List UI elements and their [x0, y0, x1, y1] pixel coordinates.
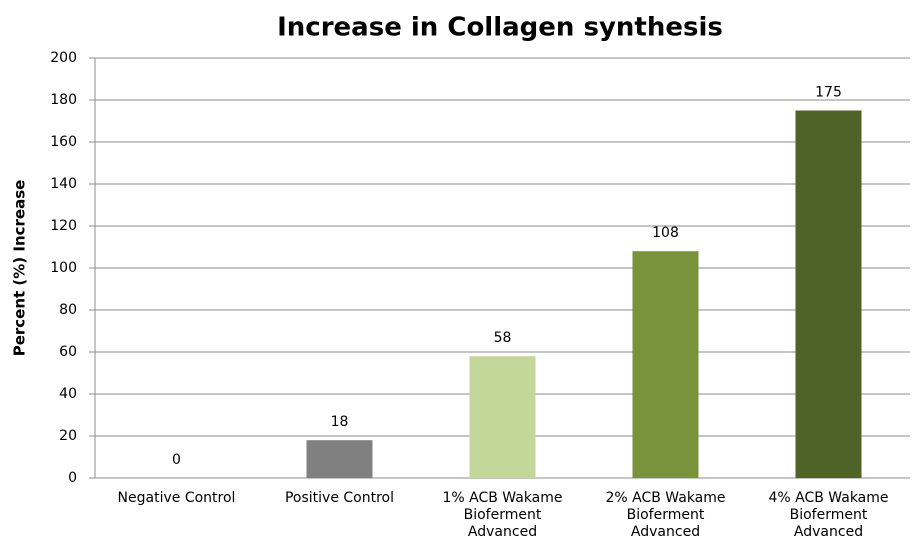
- y-tick-label: 40: [59, 386, 77, 402]
- y-tick-label: 180: [50, 92, 77, 108]
- y-tick-label: 0: [68, 470, 77, 486]
- data-label: 175: [815, 85, 842, 101]
- x-tick-label: Negative Control: [117, 490, 236, 506]
- chart-title: Increase in Collagen synthesis: [277, 13, 723, 43]
- bar: [306, 440, 373, 478]
- y-tick-label: 120: [50, 218, 77, 234]
- x-tick-label: 1% ACB Wakame Bioferment Advanced: [442, 490, 563, 540]
- y-tick-label: 140: [50, 176, 77, 192]
- y-tick-label: 80: [59, 302, 77, 318]
- y-tick-label: 60: [59, 344, 77, 360]
- x-tick-label: Positive Control: [284, 490, 395, 506]
- x-tick-label: 4% ACB Wakame Bioferment Advanced: [768, 490, 889, 540]
- x-tick-label: 2% ACB Wakame Bioferment Advanced: [605, 490, 726, 540]
- y-tick-label: 200: [50, 50, 77, 66]
- bar: [469, 356, 536, 478]
- data-label: 58: [494, 330, 512, 346]
- data-label: 0: [172, 452, 181, 468]
- bar: [632, 251, 699, 478]
- data-label: 108: [652, 225, 679, 241]
- data-label: 18: [331, 414, 349, 430]
- y-tick-label: 160: [50, 134, 77, 150]
- y-axis-label: Percent (%) Increase: [11, 180, 29, 357]
- bar: [795, 110, 862, 478]
- y-tick-label: 100: [50, 260, 77, 276]
- y-tick-label: 20: [59, 428, 77, 444]
